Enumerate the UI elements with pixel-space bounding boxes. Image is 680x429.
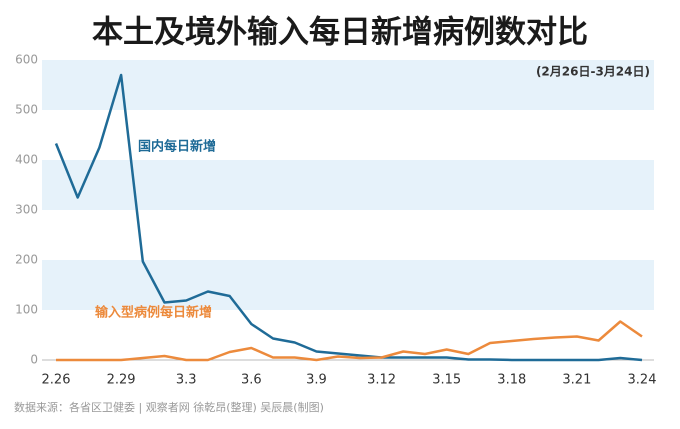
x-tick-label: 3.15 <box>432 373 461 388</box>
x-tick-label: 3.18 <box>497 373 526 388</box>
y-tick-label: 300 <box>15 203 38 217</box>
grid-band <box>42 260 654 310</box>
x-tick-label: 3.24 <box>628 373 657 388</box>
x-tick-label: 3.12 <box>367 373 396 388</box>
series-label: 输入型病例每日新增 <box>95 305 212 321</box>
series-label: 国内每日新增 <box>138 139 216 155</box>
series-line <box>54 73 643 362</box>
source-note: 数据来源：各省区卫健委 | 观察者网 徐乾昂(整理) 吴辰晨(制图) <box>14 400 324 414</box>
x-tick-label: 3.6 <box>241 373 262 388</box>
chart-subtitle: (2月26日-3月24日) <box>536 65 650 79</box>
grid-band <box>42 160 654 210</box>
y-tick-label: 0 <box>30 353 38 367</box>
x-tick-label: 3.3 <box>176 373 197 388</box>
x-tick-label: 2.29 <box>107 373 136 388</box>
x-tick-label: 3.21 <box>562 373 591 388</box>
x-tick-label: 2.26 <box>42 373 71 388</box>
y-tick-label: 600 <box>15 53 38 67</box>
x-tick-label: 3.9 <box>306 373 327 388</box>
chart-title: 本土及境外输入每日新增病例数对比 <box>92 15 588 51</box>
grid-bands <box>42 60 654 310</box>
y-tick-label: 400 <box>15 153 38 167</box>
y-tick-label: 200 <box>15 253 38 267</box>
series-line <box>56 320 643 362</box>
y-tick-label: 500 <box>15 103 38 117</box>
grid-band <box>42 60 654 110</box>
y-tick-label: 100 <box>15 303 38 317</box>
